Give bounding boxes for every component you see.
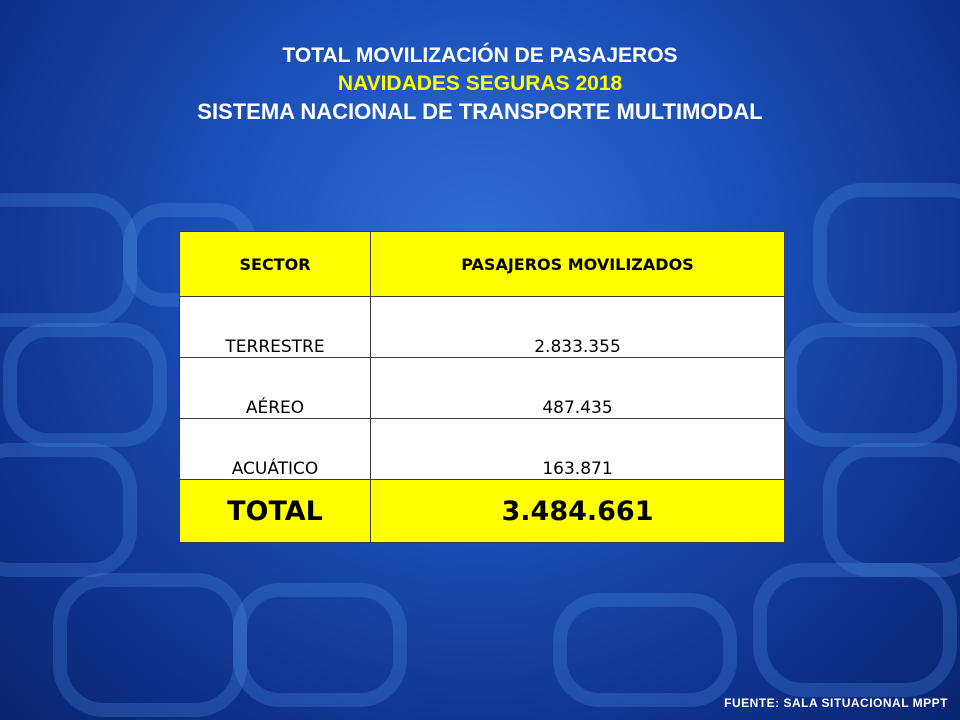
cell-passengers: 163.871 (370, 418, 785, 480)
source-note: FUENTE: SALA SITUACIONAL MPPT (724, 696, 948, 710)
title-system: SISTEMA NACIONAL DE TRANSPORTE MULTIMODA… (197, 99, 763, 124)
passengers-table: SECTOR PASAJEROS MOVILIZADOS TERRESTRE 2… (179, 231, 785, 543)
table-total-row: TOTAL 3.484.661 (179, 479, 785, 543)
header-passengers: PASAJEROS MOVILIZADOS (370, 231, 785, 297)
total-value: 3.484.661 (370, 479, 785, 543)
title-block: TOTAL MOVILIZACIÓN DE PASAJEROS NAVIDADE… (0, 42, 960, 126)
cell-sector: ACUÁTICO (179, 418, 371, 480)
total-label: TOTAL (179, 479, 371, 543)
header-sector: SECTOR (179, 231, 371, 297)
table-row: AÉREO 487.435 (179, 357, 785, 419)
cell-sector: AÉREO (179, 357, 371, 419)
title-main: TOTAL MOVILIZACIÓN DE PASAJEROS (282, 44, 678, 67)
title-subtitle: NAVIDADES SEGURAS 2018 (337, 72, 623, 95)
cell-passengers: 2.833.355 (370, 296, 785, 358)
table-header-row: SECTOR PASAJEROS MOVILIZADOS (179, 231, 785, 297)
cell-passengers: 487.435 (370, 357, 785, 419)
table-row: TERRESTRE 2.833.355 (179, 296, 785, 358)
table-row: ACUÁTICO 163.871 (179, 418, 785, 480)
cell-sector: TERRESTRE (179, 296, 371, 358)
